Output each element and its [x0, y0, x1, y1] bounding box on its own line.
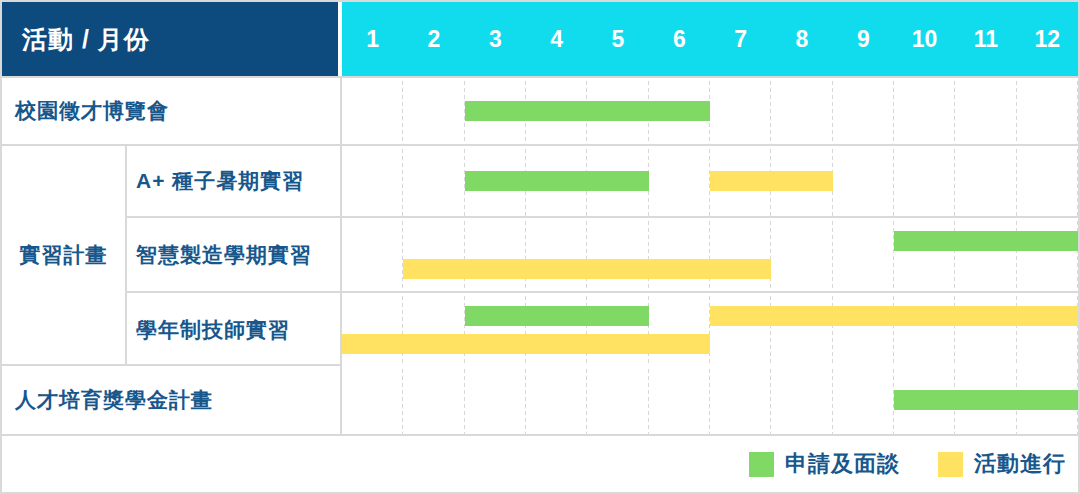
row-aplus-seed-summer-internship: A+ 種子暑期實習	[127, 146, 1078, 218]
row-label-aplus-seed: A+ 種子暑期實習	[127, 146, 342, 216]
gantt-chart: 活動 / 月份 1 2 3 4 5 6 7 8 9 10 11 12 校園徵才博…	[0, 0, 1080, 494]
legend-item-application: 申請及面談	[749, 449, 900, 479]
gantt-bar-green	[894, 390, 1078, 410]
gantt-bar-green	[465, 101, 710, 121]
gantt-bar-yellow	[710, 171, 833, 191]
legend-label-activity: 活動進行	[974, 449, 1066, 479]
row-label-year-round-technician: 學年制技師實習	[127, 293, 342, 366]
header-title: 活動 / 月份	[2, 2, 338, 76]
row-label-talent-scholarship: 人才培育獎學金計畫	[2, 366, 342, 434]
gantt-bar-yellow	[342, 334, 710, 354]
group-label-internship: 實習計畫	[2, 146, 127, 364]
group-internship-program: 實習計畫 A+ 種子暑期實習 智慧製造學期實習 學年制技師實習	[2, 146, 1078, 366]
month-header-cell: 12	[1017, 2, 1078, 76]
timeline-career-fair	[342, 78, 1078, 144]
month-header-cell: 7	[710, 2, 771, 76]
month-header-cell: 10	[894, 2, 955, 76]
month-header-cell: 1	[342, 2, 403, 76]
timeline-smart-manufacturing	[342, 218, 1078, 291]
row-label-smart-manufacturing: 智慧製造學期實習	[127, 218, 342, 291]
legend-swatch-yellow	[938, 452, 963, 477]
timeline-year-round-technician	[342, 293, 1078, 366]
month-header: 1 2 3 4 5 6 7 8 9 10 11 12	[342, 2, 1078, 76]
gantt-bar-yellow	[710, 306, 1078, 326]
month-header-cell: 8	[771, 2, 832, 76]
month-header-cell: 5	[587, 2, 648, 76]
timeline-aplus-seed	[342, 146, 1078, 216]
month-header-cell: 9	[833, 2, 894, 76]
row-label-career-fair: 校園徵才博覽會	[2, 78, 342, 144]
row-career-fair: 校園徵才博覽會	[2, 78, 1078, 146]
gantt-bar-green	[465, 306, 649, 326]
legend: 申請及面談 活動進行	[2, 436, 1078, 492]
row-smart-manufacturing-internship: 智慧製造學期實習	[127, 218, 1078, 293]
legend-label-application: 申請及面談	[785, 449, 900, 479]
legend-item-activity: 活動進行	[938, 449, 1066, 479]
gantt-bar-yellow	[403, 259, 771, 279]
gantt-bar-green	[894, 231, 1078, 251]
header-row: 活動 / 月份 1 2 3 4 5 6 7 8 9 10 11 12	[2, 2, 1078, 78]
month-header-cell: 6	[649, 2, 710, 76]
row-year-round-technician-internship: 學年制技師實習	[127, 293, 1078, 366]
month-header-cell: 2	[403, 2, 464, 76]
internship-subrows: A+ 種子暑期實習 智慧製造學期實習 學年制技師實習	[127, 146, 1078, 364]
timeline-talent-scholarship	[342, 366, 1078, 434]
month-header-cell: 4	[526, 2, 587, 76]
row-talent-scholarship: 人才培育獎學金計畫	[2, 366, 1078, 436]
legend-swatch-green	[749, 452, 774, 477]
month-header-cell: 3	[465, 2, 526, 76]
gantt-bar-green	[465, 171, 649, 191]
month-header-cell: 11	[955, 2, 1016, 76]
